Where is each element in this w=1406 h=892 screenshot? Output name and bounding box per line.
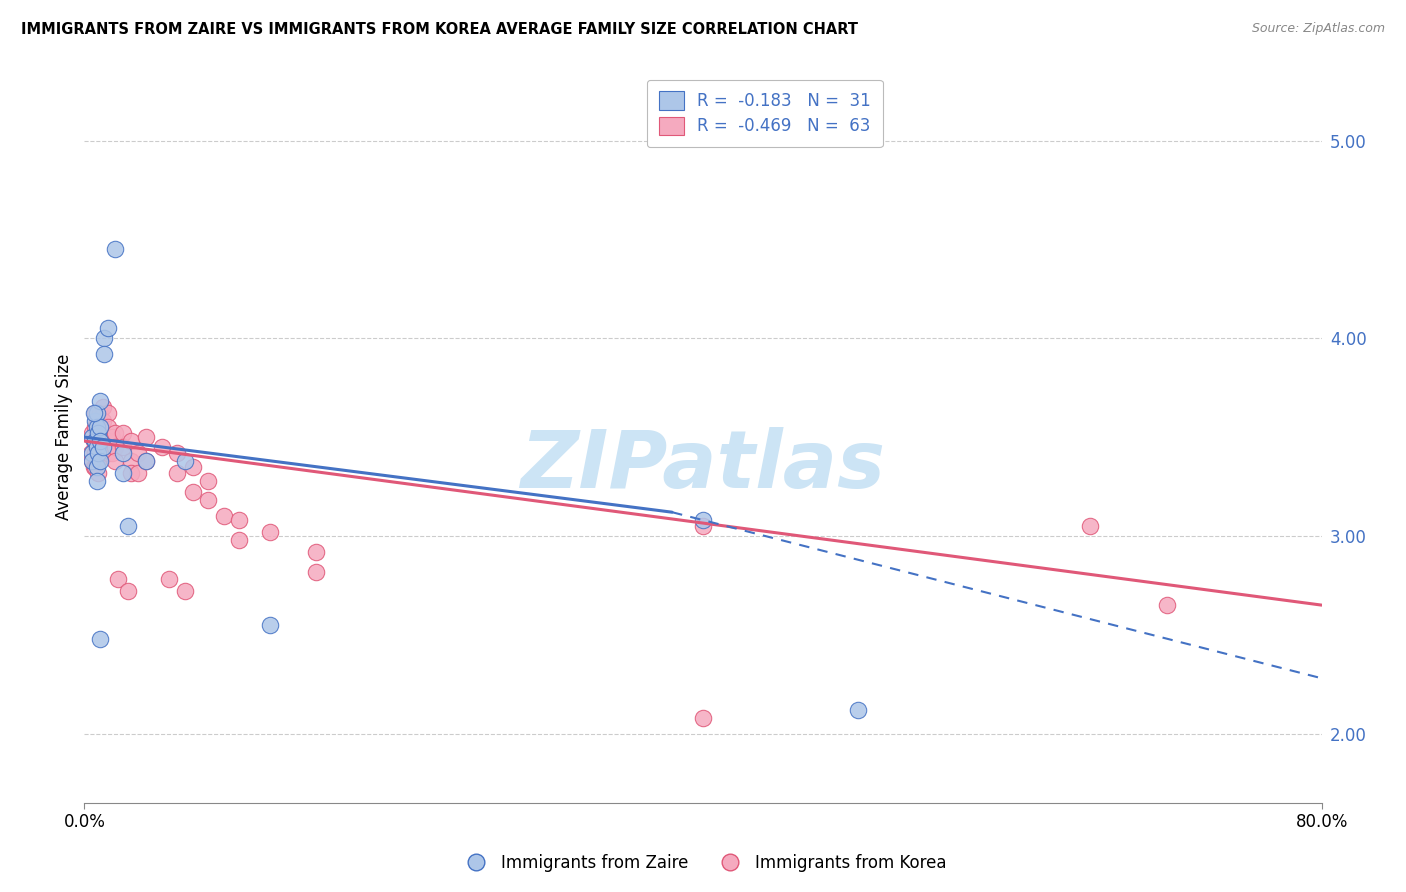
Point: [84, 420, 107, 434]
Text: Source: ZipAtlas.com: Source: ZipAtlas.com: [1251, 22, 1385, 36]
Point: [259, 524, 281, 539]
Point: [86, 430, 108, 444]
Point: [86, 414, 108, 428]
Point: [89, 434, 111, 448]
Point: [97, 434, 120, 448]
Point: [228, 533, 250, 547]
Point: [104, 426, 127, 441]
Point: [120, 466, 142, 480]
Point: [89, 420, 111, 434]
Point: [89, 632, 111, 646]
Point: [112, 440, 135, 454]
Point: [112, 426, 135, 441]
Point: [174, 454, 197, 468]
Point: [135, 454, 157, 468]
Point: [89, 434, 111, 448]
Point: [197, 474, 219, 488]
Point: [93, 331, 115, 345]
Point: [86, 474, 108, 488]
Point: [87, 446, 110, 460]
Point: [174, 584, 197, 599]
Point: [97, 446, 120, 460]
Point: [83, 406, 105, 420]
Point: [104, 440, 127, 454]
Point: [107, 573, 129, 587]
Point: [91, 440, 114, 454]
Point: [101, 430, 124, 444]
Point: [1078, 519, 1101, 533]
Point: [84, 446, 107, 460]
Point: [86, 454, 108, 468]
Point: [846, 703, 869, 717]
Text: IMMIGRANTS FROM ZAIRE VS IMMIGRANTS FROM KOREA AVERAGE FAMILY SIZE CORRELATION C: IMMIGRANTS FROM ZAIRE VS IMMIGRANTS FROM…: [21, 22, 858, 37]
Point: [692, 519, 714, 533]
Point: [86, 420, 108, 434]
Point: [84, 459, 107, 474]
Point: [104, 242, 127, 256]
Point: [89, 454, 111, 468]
Point: [159, 573, 181, 587]
Point: [87, 454, 110, 468]
Point: [117, 519, 139, 533]
Point: [87, 440, 110, 454]
Point: [86, 406, 108, 420]
Point: [86, 459, 108, 474]
Point: [1156, 598, 1178, 612]
Point: [89, 406, 111, 420]
Point: [117, 584, 139, 599]
Y-axis label: Average Family Size: Average Family Size: [55, 354, 73, 520]
Point: [101, 446, 124, 460]
Point: [84, 434, 107, 448]
Point: [83, 434, 105, 448]
Point: [84, 406, 107, 420]
Point: [82, 446, 104, 460]
Point: [82, 426, 104, 441]
Point: [87, 466, 110, 480]
Point: [87, 426, 110, 441]
Point: [97, 321, 120, 335]
Point: [120, 434, 142, 448]
Point: [128, 466, 150, 480]
Point: [84, 434, 107, 448]
Point: [93, 347, 115, 361]
Point: [135, 430, 157, 444]
Point: [305, 545, 328, 559]
Point: [692, 513, 714, 527]
Point: [112, 446, 135, 460]
Point: [84, 414, 107, 428]
Point: [181, 485, 204, 500]
Point: [305, 565, 328, 579]
Point: [87, 426, 110, 441]
Point: [212, 509, 235, 524]
Point: [91, 401, 114, 415]
Point: [82, 430, 104, 444]
Point: [104, 454, 127, 468]
Text: ZIPatlas: ZIPatlas: [520, 427, 886, 506]
Point: [91, 414, 114, 428]
Point: [82, 454, 104, 468]
Point: [97, 406, 120, 420]
Point: [128, 446, 150, 460]
Point: [79, 446, 101, 460]
Point: [228, 513, 250, 527]
Point: [86, 440, 108, 454]
Point: [692, 711, 714, 725]
Point: [83, 459, 105, 474]
Point: [120, 454, 142, 468]
Legend: Immigrants from Zaire, Immigrants from Korea: Immigrants from Zaire, Immigrants from K…: [453, 847, 953, 879]
Point: [166, 466, 188, 480]
Point: [166, 446, 188, 460]
Point: [259, 618, 281, 632]
Point: [89, 394, 111, 409]
Point: [82, 454, 104, 468]
Point: [150, 440, 173, 454]
Point: [135, 454, 157, 468]
Point: [97, 420, 120, 434]
Point: [197, 493, 219, 508]
Point: [181, 459, 204, 474]
Point: [112, 466, 135, 480]
Point: [89, 446, 111, 460]
Point: [86, 440, 108, 454]
Point: [89, 420, 111, 434]
